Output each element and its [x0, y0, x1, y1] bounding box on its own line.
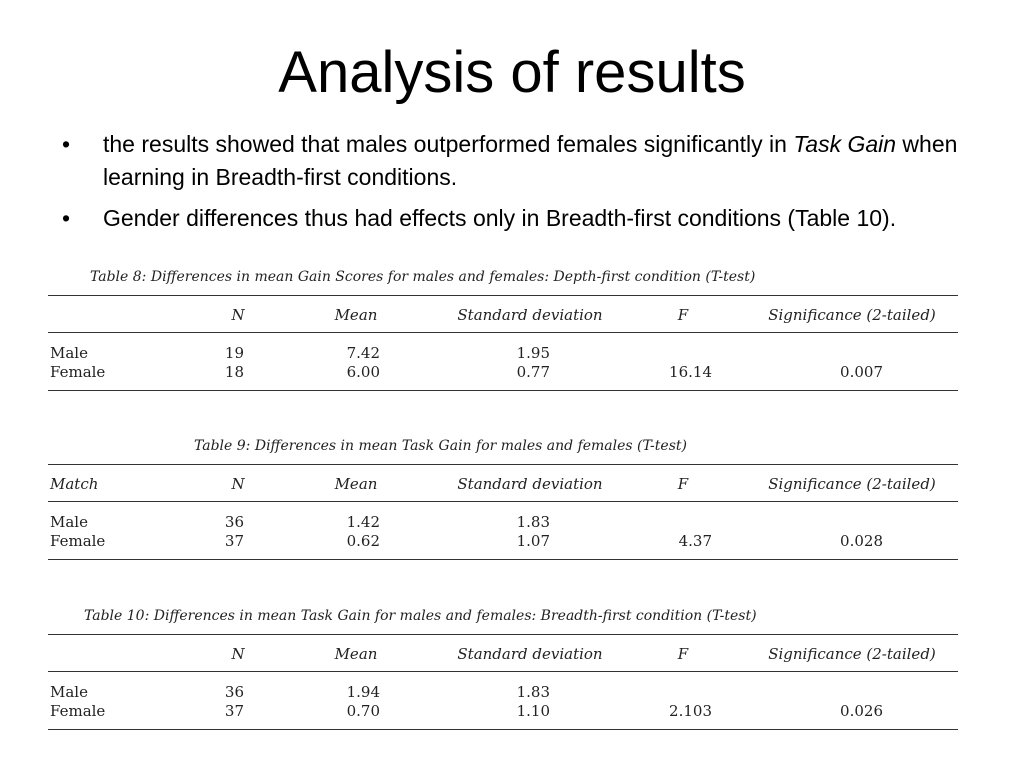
table-cell: 1.95	[516, 344, 550, 362]
table-cell: Male	[50, 683, 88, 701]
slide-title: Analysis of results	[278, 40, 746, 105]
table-cell: 0.77	[516, 363, 550, 381]
table-rule	[48, 559, 958, 560]
table-header-cell: Mean	[334, 306, 378, 324]
table-caption: Table 10: Differences in mean Task Gain …	[84, 608, 757, 624]
bullet-item: • the results showed that males outperfo…	[60, 128, 960, 194]
table-cell: 1.83	[516, 683, 550, 701]
table-header-cell: N	[231, 475, 245, 493]
bullet-list: • the results showed that males outperfo…	[60, 128, 960, 243]
table-header-cell: Standard deviation	[457, 645, 603, 663]
table-header-cell: Mean	[334, 475, 378, 493]
bullet-marker: •	[62, 131, 71, 157]
table-cell: 6.00	[346, 363, 380, 381]
table-cell: 18	[224, 363, 244, 381]
table-header-cell: Significance (2-tailed)	[768, 475, 936, 493]
table-cell: 16.14	[669, 363, 712, 381]
table-cell: 36	[224, 513, 244, 531]
table-cell: 37	[224, 702, 244, 720]
table-rule	[48, 390, 958, 391]
data-table: N Mean Standard deviation F Significance…	[48, 634, 958, 734]
table-cell: 36	[224, 683, 244, 701]
table-caption: Table 9: Differences in mean Task Gain f…	[194, 438, 687, 454]
table-header-cell: Significance (2-tailed)	[768, 306, 936, 324]
table-header-cell: F	[677, 475, 689, 493]
table-cell: Female	[50, 363, 106, 381]
table-rule	[48, 729, 958, 730]
bullet-text: the results showed that males outperform…	[103, 131, 794, 157]
table-rule	[48, 332, 958, 333]
table-rule	[48, 464, 958, 465]
table-cell: 0.62	[346, 532, 380, 550]
bullet-text: when learning in Breadth-first condition…	[103, 131, 958, 190]
table-cell: 1.07	[516, 532, 550, 550]
table-header-cell: Match	[50, 475, 99, 493]
table-header-cell: N	[231, 306, 245, 324]
table-cell: Female	[50, 532, 106, 550]
table-cell: Male	[50, 513, 88, 531]
table-cell: 2.103	[669, 702, 712, 720]
table-cell: 0.026	[840, 702, 883, 720]
table-cell: 0.007	[840, 363, 883, 381]
table-rule	[48, 501, 958, 502]
table-header-cell: Mean	[334, 645, 378, 663]
table-caption: Table 8: Differences in mean Gain Scores…	[90, 269, 756, 285]
table-cell: 0.70	[346, 702, 380, 720]
bullet-italic-term: Task Gain	[793, 131, 897, 157]
data-table: N Mean Standard deviation F Significance…	[48, 295, 958, 395]
table-header-cell: Standard deviation	[457, 475, 603, 493]
table-header-cell: N	[231, 645, 245, 663]
table-rule	[48, 634, 958, 635]
table-cell: Male	[50, 344, 88, 362]
table-header-cell: F	[677, 306, 689, 324]
table-rule	[48, 671, 958, 672]
table-cell: 4.37	[678, 532, 712, 550]
table-cell: 0.028	[840, 532, 883, 550]
data-table: Match N Mean Standard deviation F Signif…	[48, 464, 958, 564]
table-cell: 1.10	[516, 702, 550, 720]
table-cell: Female	[50, 702, 106, 720]
bullet-marker: •	[62, 205, 71, 231]
table-cell: 1.42	[346, 513, 380, 531]
table-cell: 19	[224, 344, 244, 362]
table-header-cell: Standard deviation	[457, 306, 603, 324]
table-cell: 37	[224, 532, 244, 550]
table-cell: 1.83	[516, 513, 550, 531]
bullet-text: Gender differences thus had effects only…	[103, 205, 897, 231]
table-cell: 7.42	[346, 344, 380, 362]
bullet-item: • Gender differences thus had effects on…	[60, 202, 960, 235]
table-header-cell: Significance (2-tailed)	[768, 645, 936, 663]
table-header-cell: F	[677, 645, 689, 663]
table-rule	[48, 295, 958, 296]
table-cell: 1.94	[346, 683, 380, 701]
